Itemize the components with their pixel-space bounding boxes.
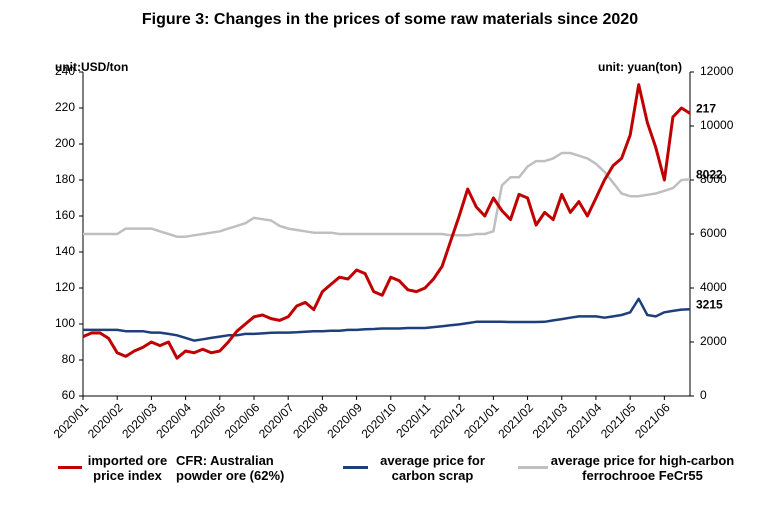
x-tick-label: 2020/11: [393, 400, 433, 440]
x-tick-label: 2021/04: [564, 400, 605, 441]
y-tick-label: 180: [55, 172, 75, 186]
legend-swatch: [58, 466, 82, 469]
legend-swatch: [343, 466, 368, 469]
x-tick-label: 2020/07: [256, 400, 297, 441]
x-tick-label: 2020/03: [119, 400, 160, 441]
x-tick-label: 2020/10: [359, 400, 400, 441]
legend-label: average price for carbon scrap: [380, 453, 485, 483]
y-tick-label: 60: [62, 388, 76, 402]
y2-tick-label: 10000: [700, 118, 734, 132]
legend-note: CFR: Australian powder ore (62%): [176, 453, 285, 483]
x-tick-label: 2021/02: [495, 400, 536, 441]
end-label: 8022: [696, 168, 723, 182]
x-tick-label: 2021/05: [598, 400, 639, 441]
y2-tick-label: 6000: [700, 226, 727, 240]
chart-title: Figure 3: Changes in the prices of some …: [142, 11, 638, 28]
y2-unit: unit: yuan(ton): [598, 60, 682, 74]
x-tick-label: 2020/04: [153, 400, 194, 441]
series-line: [82, 83, 691, 360]
y2-tick-label: 12000: [700, 64, 734, 78]
x-tick-label: 2020/12: [427, 400, 468, 441]
x-tick-label: 2020/05: [188, 400, 229, 441]
legend-label: average price for high-carbon ferrochroo…: [550, 453, 735, 483]
y-tick-label: 100: [55, 316, 75, 330]
x-tick-label: 2020/09: [324, 400, 365, 441]
y-tick-label: 220: [55, 100, 75, 114]
y2-tick-label: 0: [700, 388, 707, 402]
x-tick-label: 2020/08: [290, 400, 331, 441]
y2-tick-label: 8000: [700, 172, 727, 186]
y-tick-label: 160: [55, 208, 75, 222]
legend-swatch: [518, 466, 548, 469]
legend-label: imported ore price index: [87, 453, 168, 483]
end-label: 217: [696, 102, 716, 116]
y-tick-label: 120: [55, 280, 75, 294]
y-unit: unit:USD/ton: [55, 60, 128, 74]
series-line: [83, 297, 691, 342]
x-tick-label: 2020/01: [51, 400, 92, 441]
end-label: 3215: [696, 297, 723, 311]
x-tick-label: 2021/06: [632, 400, 673, 441]
y-tick-label: 240: [55, 64, 75, 78]
x-tick-label: 2020/02: [85, 400, 126, 441]
y2-tick-label: 2000: [700, 334, 727, 348]
x-tick-label: 2021/03: [530, 400, 571, 441]
y-tick-label: 140: [55, 244, 75, 258]
y-tick-label: 80: [62, 352, 76, 366]
y-tick-label: 200: [55, 136, 75, 150]
x-tick-label: 2021/01: [461, 400, 502, 441]
x-tick-label: 2020/06: [222, 400, 263, 441]
series-line: [83, 151, 691, 238]
y2-tick-label: 4000: [700, 280, 727, 294]
